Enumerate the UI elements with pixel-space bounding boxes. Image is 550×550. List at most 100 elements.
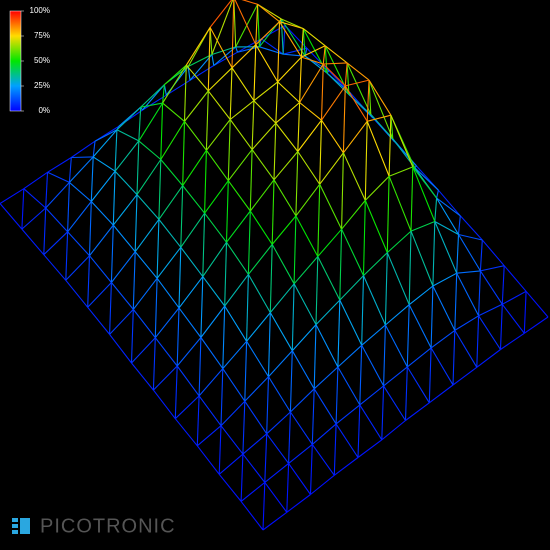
mesh-edge [67, 231, 90, 257]
mesh-edge [224, 305, 248, 342]
mesh-edge [231, 44, 257, 69]
mesh-edge [297, 151, 321, 185]
mesh-edge [92, 129, 118, 158]
mesh-edge [388, 175, 412, 232]
mesh-edge [319, 184, 343, 230]
mesh-edge [112, 194, 138, 226]
mesh-edge [414, 167, 439, 191]
mesh-edge [275, 81, 279, 124]
mesh-edge [410, 220, 436, 232]
mesh-edge [132, 277, 158, 310]
mesh-edge [268, 376, 291, 413]
mesh-edge [456, 234, 460, 274]
mesh-edge [116, 129, 140, 142]
mesh-edge [257, 4, 260, 47]
mesh-edge [406, 347, 432, 368]
mesh-edge [452, 366, 478, 386]
mesh-edge [283, 47, 308, 55]
mesh-edge [459, 215, 483, 241]
mesh-edge [142, 94, 167, 111]
mesh-edge [154, 278, 158, 338]
mesh-edge [299, 57, 302, 103]
mesh-edge [293, 283, 317, 325]
mesh-edge [339, 299, 363, 346]
mesh-edge [320, 63, 324, 121]
mesh-edge [234, 0, 257, 45]
mesh-edge [205, 119, 231, 151]
legend: 0% 25% 50% 75% 100% [21, 6, 50, 115]
mesh-edge [162, 102, 185, 122]
mesh-edge [315, 324, 339, 368]
mesh-edge [313, 366, 339, 390]
mesh-edge [176, 337, 202, 367]
mesh-edge [313, 324, 317, 389]
mesh-edge [262, 482, 266, 531]
mesh-edge [408, 304, 432, 349]
mesh-edge [344, 85, 368, 122]
mesh-edge [211, 0, 234, 55]
mesh-edge [406, 366, 430, 404]
mesh-edge [132, 251, 136, 310]
mesh-edge [196, 425, 222, 447]
mesh-edge [180, 246, 204, 277]
mesh-edge [275, 102, 300, 124]
mesh-edge [315, 256, 319, 325]
mesh-edge [244, 376, 269, 402]
mesh-edge [317, 256, 341, 301]
mesh-edge [138, 140, 162, 160]
mesh-edge [109, 309, 134, 335]
mesh-edge [134, 194, 138, 252]
mesh-edge [321, 119, 344, 154]
mesh-edge [289, 350, 293, 413]
mesh-edge [134, 251, 158, 279]
mesh-edge [523, 291, 527, 334]
mesh-edge [204, 150, 207, 214]
mesh-edge [384, 252, 388, 326]
mesh-edge [388, 115, 392, 177]
mesh-edge [21, 207, 47, 230]
mesh-edge [317, 228, 343, 257]
mesh-edge [262, 511, 288, 531]
mesh-edge [226, 210, 251, 243]
mesh-edge [268, 350, 293, 378]
mesh-edge [501, 303, 525, 334]
mesh-edge [341, 228, 364, 276]
mesh-edge [476, 349, 501, 368]
mesh-edge [207, 67, 233, 92]
mesh-edge [240, 501, 264, 531]
mesh-edge [269, 244, 273, 313]
mesh-edge [178, 276, 204, 309]
mesh-edge [337, 300, 341, 368]
mesh-edge [301, 56, 324, 65]
surface [0, 0, 549, 531]
mesh-edge [315, 299, 341, 325]
mesh-edge [452, 330, 456, 386]
legend-label: 50% [34, 56, 50, 65]
mesh-edge [202, 213, 206, 277]
mesh-edge [235, 46, 239, 53]
mesh-edge [224, 242, 228, 307]
mesh-edge [295, 151, 299, 216]
mesh-edge [92, 141, 96, 157]
mesh-edge [68, 157, 72, 183]
mesh-edge [218, 473, 242, 502]
mesh-edge [184, 121, 207, 151]
mesh-edge [273, 123, 277, 180]
mesh-edge [367, 114, 392, 122]
mesh-edge [434, 221, 459, 235]
mesh-edge [324, 45, 328, 74]
mesh-edge [291, 350, 315, 390]
mesh-edge [204, 180, 229, 214]
mesh-edge [273, 179, 297, 217]
mesh-edge [279, 21, 302, 58]
mesh-edge [359, 404, 383, 441]
mesh-edge [341, 152, 344, 230]
legend-label: 75% [34, 31, 50, 40]
mesh-edge [231, 0, 235, 68]
mesh-edge [523, 316, 549, 334]
mesh-edge [162, 64, 187, 104]
mesh-edge [458, 233, 483, 241]
mesh-edge [218, 425, 222, 475]
mesh-edge [432, 272, 457, 287]
mesh-edge [220, 400, 246, 427]
